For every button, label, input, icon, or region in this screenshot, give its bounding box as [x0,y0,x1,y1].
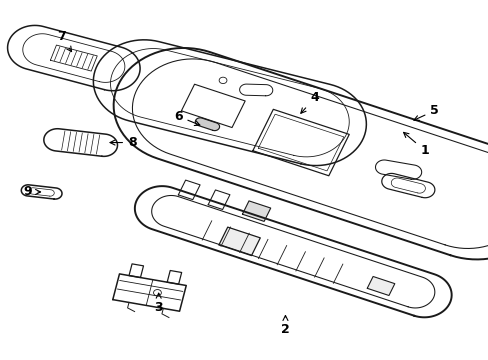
Text: 2: 2 [281,315,289,336]
Polygon shape [178,180,200,200]
Text: 3: 3 [154,293,163,314]
Text: 1: 1 [403,132,428,157]
Polygon shape [113,48,488,260]
Polygon shape [219,227,260,256]
Polygon shape [44,129,117,156]
Polygon shape [135,186,451,317]
Text: 8: 8 [110,136,136,149]
Polygon shape [113,274,186,311]
Polygon shape [375,160,421,179]
Polygon shape [21,185,62,199]
Text: 7: 7 [57,30,71,51]
Polygon shape [242,201,270,221]
Polygon shape [208,190,229,210]
Polygon shape [8,26,140,91]
Text: 6: 6 [174,110,200,126]
Polygon shape [195,118,219,131]
Polygon shape [93,40,366,166]
Polygon shape [366,276,394,296]
Text: 9: 9 [23,185,41,198]
Polygon shape [50,45,97,71]
Polygon shape [129,264,143,278]
Polygon shape [167,270,182,284]
Polygon shape [252,109,348,176]
Polygon shape [381,174,434,198]
Polygon shape [181,84,244,127]
Text: 4: 4 [300,91,319,113]
Text: 5: 5 [413,104,438,120]
